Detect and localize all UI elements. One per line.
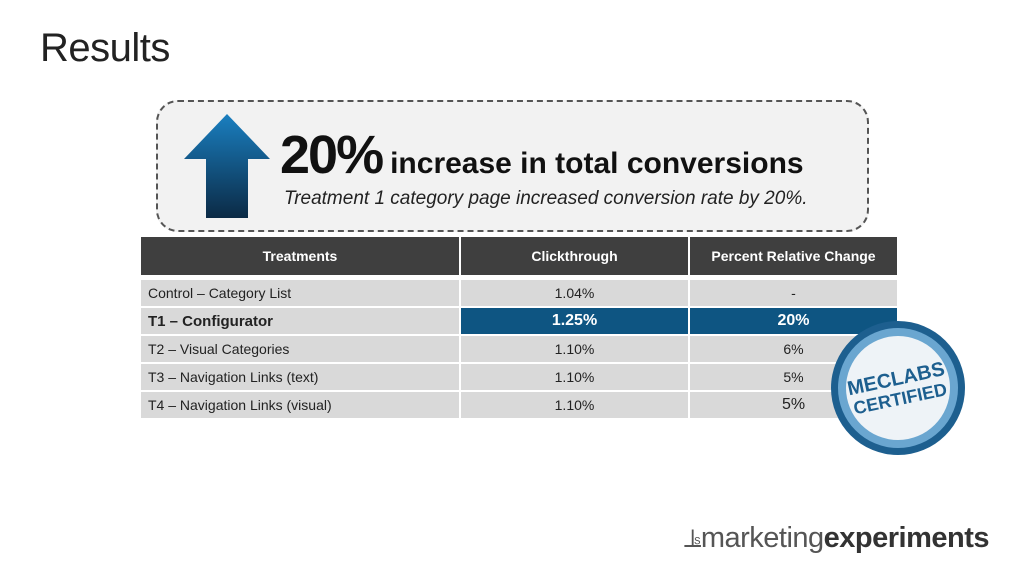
table-row: T3 – Navigation Links (text) 1.10% 5% xyxy=(141,364,897,392)
table-row: T4 – Navigation Links (visual) 1.10% 5% xyxy=(141,392,897,420)
headline-text: increase in total conversions xyxy=(390,147,804,180)
up-arrow-icon xyxy=(184,114,270,218)
table-row-highlighted: T1 – Configurator 1.25% 20% xyxy=(141,308,897,336)
header-treatments: Treatments xyxy=(141,237,461,277)
change-cell: 5% xyxy=(690,364,897,392)
clickthrough-cell: 1.25% xyxy=(461,308,690,336)
change-cell: 6% xyxy=(690,336,897,364)
treatment-cell: T3 – Navigation Links (text) xyxy=(141,364,461,392)
change-cell: - xyxy=(690,280,897,308)
results-table: Treatments Clickthrough Percent Relative… xyxy=(141,237,897,420)
meclabs-certified-badge: MECLABS CERTIFIED xyxy=(831,321,965,455)
header-clickthrough: Clickthrough xyxy=(461,237,690,277)
change-cell: 5% xyxy=(690,392,897,420)
treatment-cell: T1 – Configurator xyxy=(141,308,461,336)
table-row: T2 – Visual Categories 1.10% 6% xyxy=(141,336,897,364)
slide-title: Results xyxy=(40,26,170,70)
clickthrough-cell: 1.10% xyxy=(461,336,690,364)
marketingexperiments-logo: ⫡marketingexperiments xyxy=(684,522,990,555)
table-row: Control – Category List 1.04% - xyxy=(141,280,897,308)
callout-box xyxy=(156,100,869,232)
change-cell: 20% xyxy=(690,308,897,336)
logo-part1: marketing xyxy=(700,522,824,554)
treatment-cell: T2 – Visual Categories xyxy=(141,336,461,364)
header-relative-change: Percent Relative Change xyxy=(690,237,897,277)
headline-percent: 20% xyxy=(280,125,384,185)
clickthrough-cell: 1.10% xyxy=(461,364,690,392)
table-header: Treatments Clickthrough Percent Relative… xyxy=(141,237,897,277)
microscope-icon: ⫡ xyxy=(684,523,701,553)
callout-headline: 20% increase in total conversions xyxy=(280,124,804,186)
callout-subtitle: Treatment 1 category page increased conv… xyxy=(284,188,808,209)
treatment-cell: Control – Category List xyxy=(141,280,461,308)
clickthrough-cell: 1.04% xyxy=(461,280,690,308)
treatment-cell: T4 – Navigation Links (visual) xyxy=(141,392,461,420)
clickthrough-cell: 1.10% xyxy=(461,392,690,420)
logo-part2: experiments xyxy=(823,522,990,554)
